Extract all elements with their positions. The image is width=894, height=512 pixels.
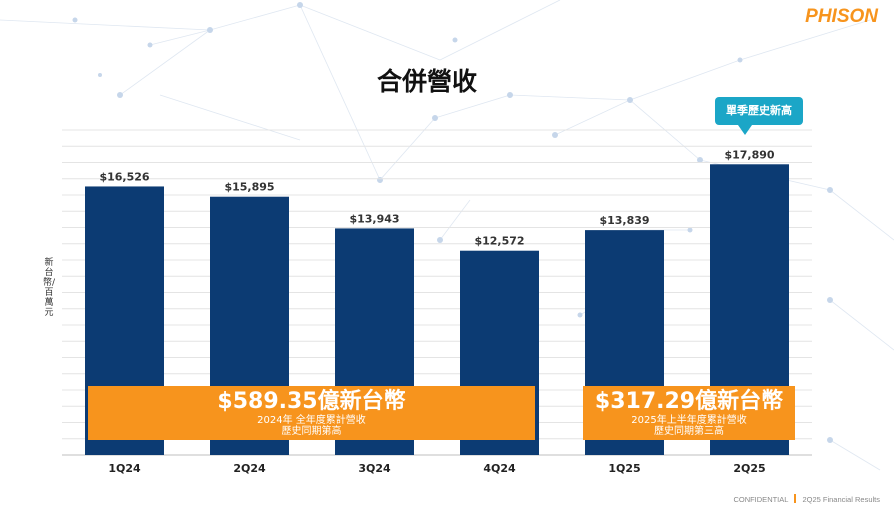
value-label-1q25: $13,839 (599, 214, 649, 227)
footer-separator (794, 494, 797, 503)
value-label-4q24: $12,572 (474, 235, 524, 248)
annual-revenue-line1: 2024年 全年度累計營收 (257, 415, 366, 426)
halfyear-revenue-line1: 2025年上半年度累計營收 (631, 415, 747, 426)
x-tick-1q25: 1Q25 (608, 462, 640, 475)
x-tick-labels: 1Q24 2Q24 3Q24 4Q24 1Q25 2Q25 (108, 462, 765, 475)
annual-revenue-line2: 歷史同期第高 (281, 426, 342, 437)
footer: CONFIDENTIAL 2Q25 Financial Results (733, 494, 880, 504)
value-labels: $16,526 $15,895 $13,943 $12,572 $13,839 $17,8… (99, 148, 774, 247)
x-tick-2q25: 2Q25 (733, 462, 765, 475)
chart-title: 合併營收 (376, 67, 477, 96)
halfyear-revenue-amount: $317.29億新台幣 (594, 389, 784, 414)
record-high-callout: 單季歷史新高 (715, 97, 803, 125)
callout-pointer (738, 125, 752, 135)
footer-report-name: 2Q25 Financial Results (802, 495, 880, 504)
value-label-1q24: $16,526 (99, 170, 149, 183)
x-tick-2q24: 2Q24 (233, 462, 266, 475)
phison-logo: PHISON (805, 6, 878, 27)
value-label-3q24: $13,943 (349, 212, 399, 225)
value-label-2q24: $15,895 (224, 181, 274, 194)
value-label-2q25: $17,890 (724, 148, 774, 161)
annual-revenue-amount: $589.35億新台幣 (217, 389, 406, 414)
x-tick-1q24: 1Q24 (108, 462, 141, 475)
annual-revenue-banner: $589.35億新台幣 2024年 全年度累計營收 歷史同期第高 (88, 386, 535, 440)
y-axis-label: 新台幣/百萬元 (42, 258, 56, 318)
halfyear-revenue-banner: $317.29億新台幣 2025年上半年度累計營收 歷史同期第三高 (583, 386, 795, 440)
halfyear-revenue-line2: 歷史同期第三高 (654, 426, 724, 437)
x-tick-4q24: 4Q24 (483, 462, 516, 475)
footer-confidential: CONFIDENTIAL (733, 495, 789, 504)
x-tick-3q24: 3Q24 (358, 462, 391, 475)
